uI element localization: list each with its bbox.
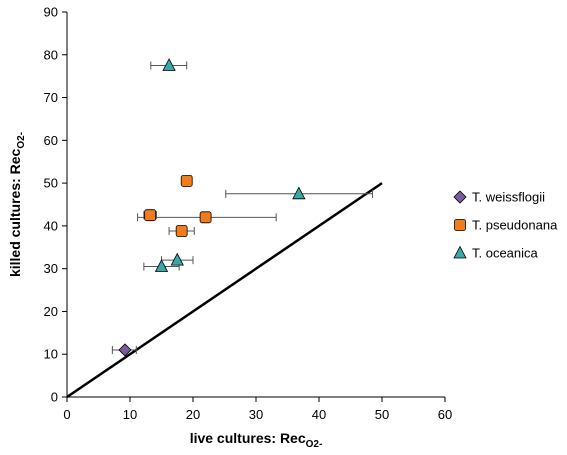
legend-marker-diamond <box>453 190 467 204</box>
y-tick-label: 20 <box>44 304 58 319</box>
y-tick-label: 90 <box>44 5 58 20</box>
y-axis-title: killed cultures: RecO2- <box>7 132 27 277</box>
y-axis-title-main: killed cultures: Rec <box>7 148 23 277</box>
legend-marker-triangle <box>453 245 467 259</box>
x-tick-label: 30 <box>249 407 263 422</box>
data-point-triangle <box>292 186 306 200</box>
x-axis-title-sub: O2- <box>306 439 323 450</box>
y-tick-label: 0 <box>51 390 58 405</box>
legend-label: T. pseudonana <box>472 218 558 233</box>
data-point-square <box>144 209 157 222</box>
data-points <box>118 58 306 357</box>
y-tick-label: 30 <box>44 261 58 276</box>
data-point-triangle <box>162 58 176 71</box>
x-tick-label: 60 <box>438 407 452 422</box>
error-bars <box>111 61 374 354</box>
x-tick-label: 50 <box>375 407 389 422</box>
x-axis-ticks: 0 10 20 30 40 50 60 <box>63 397 452 422</box>
legend-label: T. oceanica <box>472 246 539 261</box>
x-axis-title-main: live cultures: Rec <box>190 430 306 446</box>
data-point-square <box>199 211 212 224</box>
x-tick-label: 40 <box>312 407 326 422</box>
y-axis-ticks: 0 10 20 30 40 50 60 70 80 90 <box>44 5 67 405</box>
y-tick-label: 70 <box>44 90 58 105</box>
y-tick-label: 40 <box>44 218 58 233</box>
data-point-triangle <box>154 259 169 272</box>
data-point-triangle <box>170 252 184 266</box>
x-axis-title: live cultures: RecO2- <box>190 430 323 450</box>
data-point-diamond <box>118 343 132 357</box>
x-tick-label: 20 <box>186 407 200 422</box>
data-point-square <box>175 225 188 237</box>
legend-marker-square <box>454 219 466 231</box>
data-point-square <box>180 175 193 187</box>
y-tick-label: 10 <box>44 347 58 362</box>
legend-label: T. weissflogii <box>472 190 545 205</box>
legend: T. weissflogii T. pseudonana T. oceanica <box>453 190 558 261</box>
y-tick-label: 80 <box>44 47 58 62</box>
y-axis-title-sub: O2- <box>16 132 27 149</box>
reference-line <box>66 182 383 399</box>
y-tick-label: 60 <box>44 133 58 148</box>
x-tick-label: 0 <box>63 407 70 422</box>
x-tick-label: 10 <box>123 407 137 422</box>
y-tick-label: 50 <box>44 176 58 191</box>
